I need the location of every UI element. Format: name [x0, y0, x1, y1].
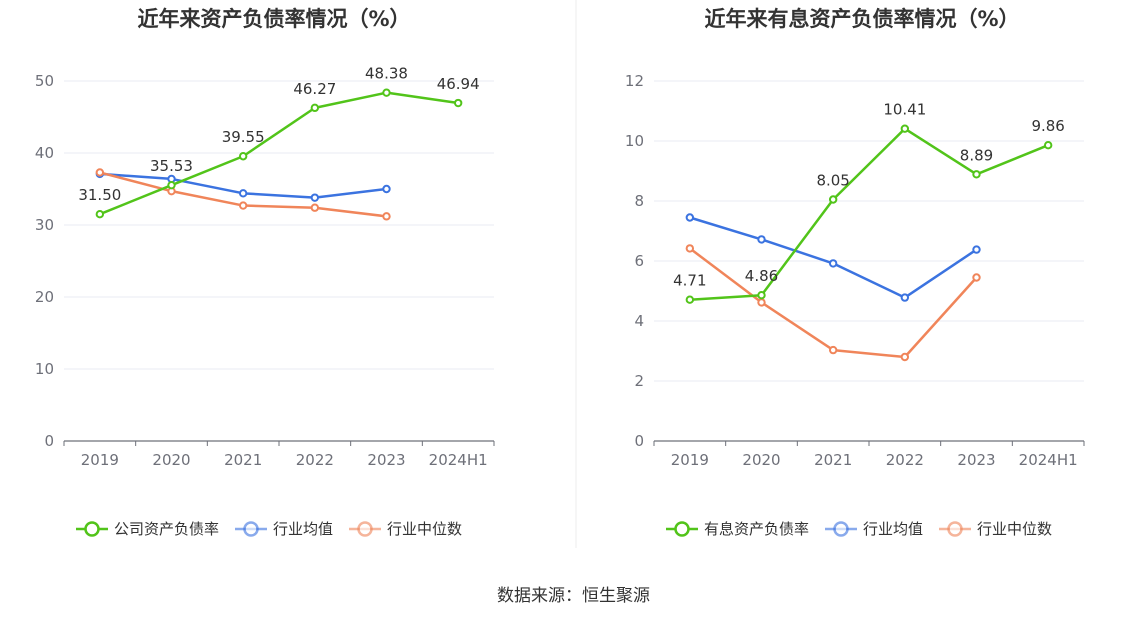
data-point-avg: [828, 259, 838, 268]
data-label: 10.41: [883, 101, 926, 119]
y-tick-label: 30: [35, 216, 54, 234]
data-point-median: [310, 203, 320, 212]
chart-1: 近年来资产负债率情况（%） 0 10 20 30 40 50 2019 2020 2021 2022…: [35, 7, 495, 538]
data-point-median: [972, 273, 981, 282]
data-point-avg: [900, 293, 910, 302]
legend-item-company: 公司资产负债率: [76, 520, 219, 538]
y-tick-label: 10: [625, 132, 644, 150]
data-source-note: 数据来源：恒生聚源: [497, 586, 650, 606]
legend-item-avg: 行业均值: [235, 520, 333, 538]
data-point-company: [310, 103, 320, 113]
data-label: 46.94: [437, 75, 480, 93]
data-label: 8.05: [816, 172, 849, 190]
legend-item-median: 行业中位数: [939, 520, 1052, 538]
data-point-company: [685, 295, 695, 304]
chart-title: 近年来资产负债率情况（%）: [137, 7, 410, 31]
data-label: 46.27: [293, 80, 336, 98]
data-point-median: [685, 244, 695, 253]
data-point-avg: [757, 235, 766, 244]
data-point-company: [828, 195, 838, 204]
y-tick-label: 2: [634, 372, 644, 390]
data-point-median: [95, 168, 105, 177]
legend-marker: [84, 521, 100, 537]
data-label: 9.86: [1031, 117, 1064, 135]
data-point-company: [238, 152, 248, 161]
legend-item-avg: 行业均值: [825, 520, 923, 538]
data-point-median: [757, 298, 766, 307]
y-tick-label: 40: [35, 144, 54, 162]
legend-label: 行业均值: [863, 520, 923, 538]
data-point-avg: [972, 245, 981, 254]
legend-item-company: 有息资产负债率: [666, 520, 809, 538]
data-point-avg: [310, 193, 320, 202]
legend-label: 公司资产负债率: [114, 520, 219, 538]
legend-label: 行业中位数: [387, 520, 462, 538]
x-tick-label: 2021: [224, 451, 262, 469]
y-tick-label: 50: [35, 72, 54, 90]
data-point-company: [1043, 141, 1053, 150]
legend-marker: [674, 521, 690, 537]
x-tick-label: 2020: [742, 451, 780, 469]
data-label: 4.71: [673, 272, 706, 290]
x-tick-label: 2021: [814, 451, 852, 469]
legend-marker: [357, 521, 373, 537]
y-tick-label: 6: [634, 252, 644, 270]
data-label: 35.53: [150, 157, 193, 175]
data-point-company: [382, 88, 391, 97]
x-tick-label: 2023: [957, 451, 995, 469]
data-point-median: [828, 345, 838, 355]
data-point-avg: [685, 213, 695, 222]
legend-marker: [833, 521, 849, 537]
data-point-median: [238, 201, 248, 210]
y-tick-label: 0: [44, 432, 54, 450]
chart-2: 近年来有息资产负债率情况（%） 0 2 4 6 8 10 12 2019 2020 2021 2022…: [625, 7, 1085, 538]
data-label: 31.50: [78, 186, 121, 204]
legend-marker: [947, 521, 963, 537]
series-line-avg: [689, 216, 978, 299]
legend-label: 行业中位数: [977, 520, 1052, 538]
x-tick-label: 2024H1: [1019, 451, 1078, 469]
x-tick-label: 2023: [367, 451, 405, 469]
x-tick-label: 2020: [152, 451, 190, 469]
data-point-avg: [238, 189, 248, 198]
data-point-company: [900, 124, 910, 133]
x-tick-label: 2019: [671, 451, 709, 469]
data-point-avg: [382, 184, 391, 194]
legend-label: 行业均值: [273, 520, 333, 538]
x-tick-label: 2019: [81, 451, 119, 469]
series-line-company: [689, 127, 1049, 301]
x-tick-label: 2022: [886, 451, 924, 469]
x-tick-label: 2022: [296, 451, 334, 469]
data-point-median: [900, 352, 910, 362]
y-tick-label: 12: [625, 72, 644, 90]
data-point-company: [453, 98, 463, 108]
y-tick-label: 0: [634, 432, 644, 450]
legend-item-median: 行业中位数: [349, 520, 462, 538]
y-tick-label: 20: [35, 288, 54, 306]
data-point-company: [972, 170, 981, 179]
data-point-company: [167, 180, 176, 190]
y-tick-label: 10: [35, 360, 54, 378]
data-label: 39.55: [222, 128, 265, 146]
data-point-company: [757, 291, 766, 300]
y-tick-label: 4: [634, 312, 644, 330]
x-tick-label: 2024H1: [429, 451, 488, 469]
legend-marker: [243, 521, 259, 537]
legend-label: 有息资产负债率: [704, 520, 809, 538]
chart-title: 近年来有息资产负债率情况（%）: [704, 7, 1019, 31]
data-label: 8.89: [960, 146, 993, 164]
y-tick-label: 8: [634, 192, 644, 210]
series-line-company: [99, 91, 459, 216]
data-label: 4.86: [745, 267, 778, 285]
data-label: 48.38: [365, 65, 408, 83]
data-point-median: [382, 212, 391, 221]
data-point-company: [95, 210, 105, 219]
